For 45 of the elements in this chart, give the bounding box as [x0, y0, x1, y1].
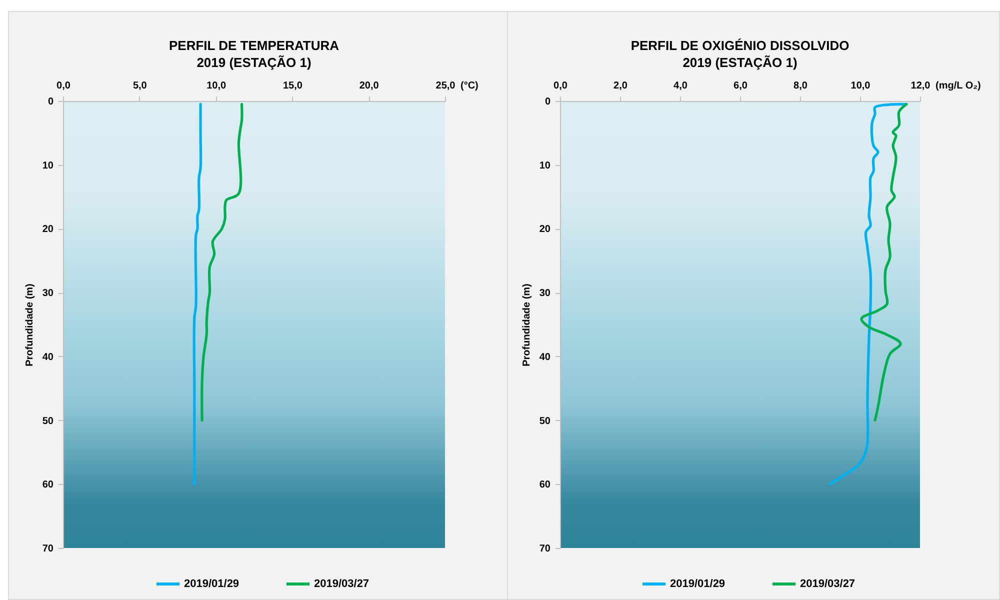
- legend-label: 2019/03/27: [314, 578, 370, 590]
- line-series: [828, 102, 906, 486]
- y-tick-label: 50: [539, 416, 551, 427]
- x-tick-label: 0,0: [56, 80, 71, 92]
- y-axis-title: Profundidade (m): [521, 284, 532, 366]
- x-tick-label: 20,0: [359, 80, 380, 92]
- y-tick-label: 40: [539, 352, 551, 363]
- x-tick-label: 5,0: [132, 80, 148, 92]
- x-axis-title: (mg/L O₂): [936, 80, 981, 92]
- y-tick-label: 60: [539, 480, 551, 491]
- x-tick-label: 6,0: [734, 80, 748, 92]
- y-tick-label: 10: [42, 160, 54, 172]
- x-tick-label: 10,0: [206, 80, 226, 92]
- x-tick-label: 8,0: [794, 80, 808, 92]
- x-tick-label: 25,0: [436, 80, 456, 92]
- x-tick-label: 10,0: [850, 80, 871, 92]
- y-tick-label: 20: [539, 224, 551, 236]
- y-tick-label: 70: [539, 544, 551, 554]
- x-tick-label: 4,0: [674, 80, 688, 92]
- legend-label: 2019/01/29: [184, 578, 240, 590]
- legend-label: 2019/03/27: [800, 578, 856, 590]
- y-tick-label: 0: [544, 96, 551, 108]
- y-tick-label: 30: [539, 288, 551, 300]
- y-tick-label: 0: [48, 96, 54, 108]
- y-tick-label: 60: [42, 480, 54, 491]
- y-tick-label: 40: [42, 352, 54, 363]
- y-axis-title: Profundidade (m): [24, 284, 36, 366]
- x-tick-label: 0,0: [554, 80, 568, 92]
- y-tick-label: 30: [42, 288, 54, 300]
- chart-subtitle: 2019 (ESTAÇÃO 1): [682, 55, 798, 70]
- chart-title: PERFIL DE OXIGÉNIO DISSOLVIDO: [630, 38, 850, 53]
- y-tick-label: 10: [539, 160, 551, 172]
- x-tick-label: 12,0: [910, 80, 931, 92]
- chart-title: PERFIL DE TEMPERATURA: [169, 38, 340, 53]
- line-series: [200, 102, 244, 422]
- x-tick-label: 15,0: [282, 80, 303, 92]
- x-axis-title: (°C): [460, 80, 478, 92]
- chart-subtitle: 2019 (ESTAÇÃO 1): [196, 55, 312, 70]
- line-series: [860, 102, 908, 422]
- legend-label: 2019/01/29: [670, 578, 726, 590]
- y-tick-label: 20: [42, 224, 54, 236]
- y-tick-label: 70: [42, 544, 54, 554]
- line-series: [192, 102, 202, 486]
- x-tick-label: 2,0: [614, 80, 628, 92]
- y-tick-label: 50: [42, 416, 54, 427]
